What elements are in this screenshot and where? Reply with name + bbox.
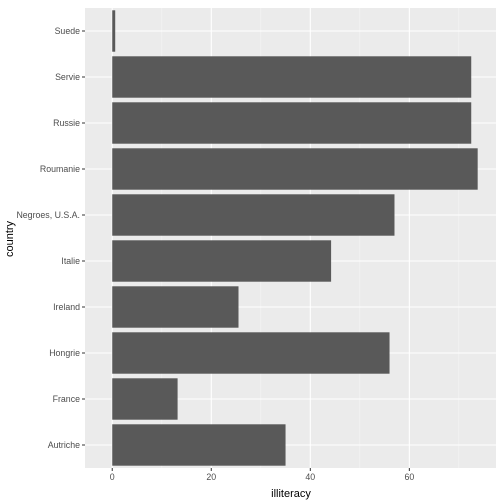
bar-suede <box>112 10 116 52</box>
y-axis-title: country <box>4 220 16 257</box>
y-tick-label: Ireland <box>53 302 80 312</box>
bar-servie <box>112 56 472 98</box>
y-axis: Suede Servie Russie Roumanie Negroes, U.S.A.… <box>16 26 85 450</box>
y-tick-label: France <box>53 394 80 404</box>
bar-roumanie <box>112 148 478 190</box>
bar-negroes-u-s-a <box>112 194 395 236</box>
bar-ireland <box>112 286 239 328</box>
bar-hongrie <box>112 332 390 374</box>
y-tick-label: Italie <box>61 256 80 266</box>
bar-russie <box>112 102 472 144</box>
x-tick-label: 60 <box>404 472 414 482</box>
x-tick-label: 40 <box>305 472 315 482</box>
bar-france <box>112 378 178 420</box>
y-tick-label: Suede <box>55 26 81 36</box>
x-tick-label: 20 <box>206 472 216 482</box>
bar-autriche <box>112 424 286 466</box>
x-axis-title: illiteracy <box>271 488 311 500</box>
y-tick-label: Autriche <box>48 440 80 450</box>
y-tick-label: Roumanie <box>40 164 80 174</box>
y-tick-label: Servie <box>55 72 80 82</box>
bar-italie <box>112 240 332 282</box>
x-axis: 0 20 40 60 <box>110 468 414 482</box>
y-tick-label: Negroes, U.S.A. <box>16 210 80 220</box>
y-tick-label: Russie <box>53 118 80 128</box>
x-tick-label: 0 <box>110 472 115 482</box>
y-tick-label: Hongrie <box>49 348 80 358</box>
bars <box>112 10 478 466</box>
